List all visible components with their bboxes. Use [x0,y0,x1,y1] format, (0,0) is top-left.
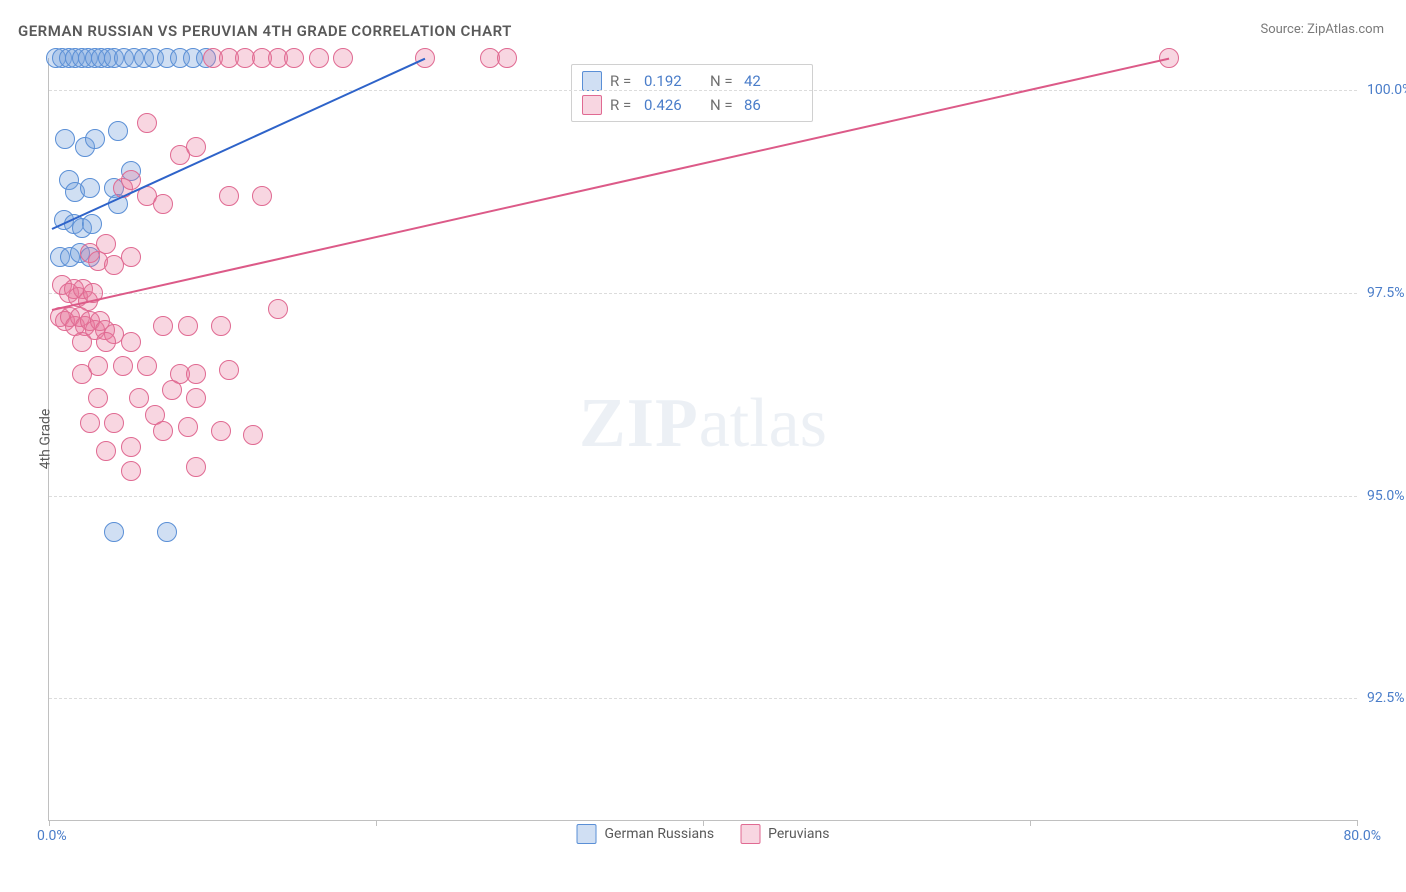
trend-line [52,58,426,230]
series-legend: German Russians Peruvians [577,824,830,844]
stats-row: R = 0.426 N = 86 [582,93,802,117]
data-point [121,170,141,190]
stat-r-value: 0.192 [644,72,702,90]
legend-swatch [582,95,602,115]
data-point [96,332,116,352]
legend-label: German Russians [605,826,715,842]
y-tick-label: 100.0% [1367,82,1406,98]
data-point [137,113,157,133]
plot-area: 4th Grade ZIPatlas R =0.192N =42R =0.426… [48,58,1357,821]
data-point [186,137,206,157]
data-point [108,121,128,141]
watermark: ZIPatlas [579,384,827,464]
legend-label: Peruvians [768,826,829,842]
data-point [415,48,435,68]
data-point [96,441,116,461]
data-point [243,425,263,445]
y-axis-title: 4th Grade [37,409,53,470]
chart-title: GERMAN RUSSIAN VS PERUVIAN 4TH GRADE COR… [18,22,512,40]
x-tick [703,820,704,826]
data-point [211,316,231,336]
data-point [153,421,173,441]
data-point [121,437,141,457]
legend-item: Peruvians [740,824,829,844]
data-point [85,129,105,149]
gridline [49,90,1357,91]
data-point [88,388,108,408]
x-tick [49,820,50,826]
data-point [96,234,116,254]
data-point [178,417,198,437]
data-point [162,380,182,400]
source-label: Source: ZipAtlas.com [1260,22,1384,37]
x-axis-max-label: 80.0% [1343,828,1381,844]
data-point [186,388,206,408]
data-point [72,332,92,352]
stat-n-value: 42 [744,72,802,90]
data-point [104,413,124,433]
x-tick [376,820,377,826]
data-point [252,186,272,206]
data-point [55,129,75,149]
data-point [121,332,141,352]
data-point [219,186,239,206]
stat-n-value: 86 [744,96,802,114]
stat-n-label: N = [710,96,736,114]
legend-swatch [582,71,602,91]
data-point [157,522,177,542]
stats-legend: R = 0.192 N = 42 R = 0.426 N = 86 [571,64,813,122]
stat-n-label: N = [710,72,736,90]
data-point [80,413,100,433]
gridline [49,293,1357,294]
x-tick [1357,820,1358,826]
legend-item: German Russians [577,824,715,844]
stat-r-value: 0.426 [644,96,702,114]
data-point [137,356,157,376]
data-point [153,194,173,214]
data-point [104,522,124,542]
data-point [82,214,102,234]
stats-row: R = 0.192 N = 42 [582,69,802,93]
gridline [49,496,1357,497]
x-tick [1030,820,1031,826]
data-point [309,48,329,68]
data-point [219,360,239,380]
data-point [186,457,206,477]
gridline [49,698,1357,699]
data-point [284,48,304,68]
y-tick-label: 95.0% [1367,488,1406,504]
data-point [186,364,206,384]
stat-r-label: R = [610,96,636,114]
data-point [88,356,108,376]
data-point [113,356,133,376]
x-axis-min-label: 0.0% [37,828,67,844]
watermark-bold: ZIP [579,385,699,462]
data-point [129,388,149,408]
data-point [497,48,517,68]
data-point [153,316,173,336]
data-point [333,48,353,68]
y-tick-label: 97.5% [1367,285,1406,301]
data-point [121,461,141,481]
legend-swatch [740,824,760,844]
stat-r-label: R = [610,72,636,90]
data-point [80,178,100,198]
watermark-rest: atlas [699,385,827,462]
legend-swatch [577,824,597,844]
data-point [121,247,141,267]
data-point [268,299,288,319]
data-point [178,316,198,336]
y-tick-label: 92.5% [1367,690,1406,706]
data-point [211,421,231,441]
